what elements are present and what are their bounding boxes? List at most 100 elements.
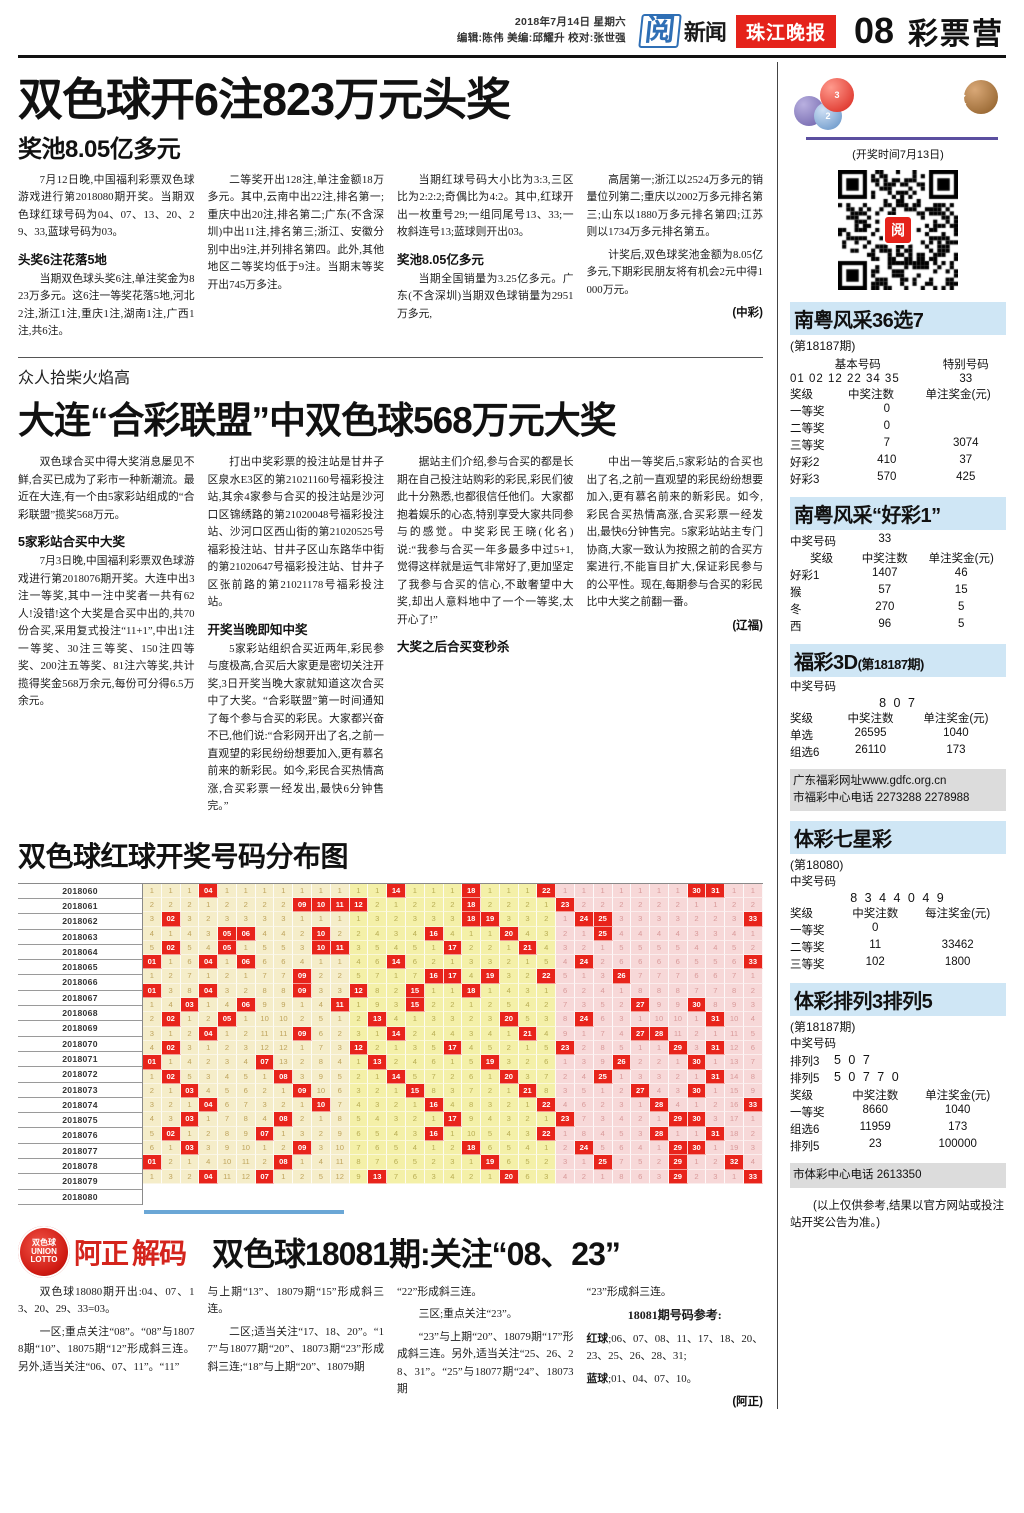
chart-cell: 2 (481, 1083, 500, 1099)
pailie-winning-label: 中奖号码 (790, 1037, 836, 1050)
chart-cell-hit: 29 (668, 1112, 688, 1127)
chart-row: 01 3 8 04 3 2 8 8 09 3 3 12 8 2 15 1 1 18 1 4 3 1 6 2 4 1 8 8 8 7 7 8 2 (143, 983, 763, 999)
chart-cell: 6 (706, 969, 726, 984)
cell-count: 26110 (854, 744, 887, 757)
p5-label: 排列5 (790, 1073, 820, 1086)
chart-cell: 1 (744, 969, 763, 984)
chart-cell-hit: 27 (631, 1083, 651, 1099)
chart-cell-hit: 32 (725, 1155, 744, 1170)
section-header-qixingcai: 体彩七星彩 (790, 821, 1006, 855)
cell-level: 一等奖 (790, 1107, 825, 1120)
table-row: 三等奖 7 3074 (790, 436, 1006, 453)
tc-contact-band: 市体彩中心电话 2613350 (790, 1162, 1006, 1188)
cell-prize: 1040 (943, 727, 969, 740)
chart-cell: 6 (368, 1141, 388, 1156)
chart-cell: 1 (161, 955, 181, 970)
chart-cell-hit: 18 (462, 883, 482, 898)
chart-cell-hit: 04 (199, 1026, 219, 1041)
chart-cell: 2 (424, 998, 444, 1013)
chart-cell: 3 (255, 1098, 275, 1113)
chart-cell-hit: 30 (687, 883, 707, 898)
chart-cell: 4 (631, 1141, 651, 1156)
chart-cell: 2 (744, 983, 763, 999)
chart-cell-hit: 16 (424, 926, 444, 941)
chart-cell-hit: 15 (405, 998, 425, 1013)
azheng-col-1: 双色球18080期开出:04、07、13、20、29、33=03。 一区;重点关… (18, 1284, 195, 1409)
chart-cell: 3 (443, 1155, 463, 1170)
chart-cell: 5 (556, 969, 575, 984)
chart-cell: 1 (537, 1112, 557, 1127)
chart-cell: 6 (631, 1169, 651, 1184)
story2-sub-2: 开奖当晚即知中奖 (207, 622, 308, 637)
chart-cell: 1 (199, 897, 219, 913)
chart-cell: 1 (481, 926, 500, 941)
chart-cell-hit: 30 (687, 1141, 707, 1156)
chart-cell: 1 (518, 883, 538, 898)
chart-cell: 1 (462, 998, 482, 1013)
chart-cell-hit: 18 (462, 1141, 482, 1156)
table-row: 奖级 中奖注数 单注奖金(元) (790, 549, 1006, 566)
chart-cell-hit: 19 (481, 969, 500, 984)
chart-cell: 1 (424, 940, 444, 956)
chart-cell: 1 (330, 883, 350, 898)
chart-cell: 3 (537, 1169, 557, 1184)
table-pailie-numbers: 排列3 5 0 7 排列5 5 0 7 7 0 (790, 1053, 1006, 1087)
chart-cell: 1 (236, 969, 256, 984)
chart-cell: 5 (631, 940, 651, 956)
chart-cell: 4 (312, 1155, 331, 1170)
chart-cell: 8 (368, 983, 388, 999)
chart-cell: 2 (499, 897, 519, 913)
chart-cell: 1 (499, 1026, 519, 1041)
chart-cell-hit: 18 (462, 983, 482, 999)
chart-cell: 1 (161, 883, 181, 898)
chart-cell: 2 (293, 926, 313, 941)
story2-headline: 大连“合彩联盟”中双色球568万元大奖 (18, 400, 617, 442)
chart-cell: 1 (143, 883, 162, 898)
chart-period-label: 2018060 (18, 884, 142, 899)
chart-cell: 4 (499, 1126, 519, 1142)
chart-cell: 4 (199, 940, 219, 956)
chart-cell: 4 (443, 1169, 463, 1184)
chart-cell: 12 (274, 1040, 294, 1056)
chart-cell: 1 (650, 1112, 669, 1127)
chart-cell: 5 (593, 998, 613, 1013)
th-level: 奖级 (790, 908, 813, 921)
chart-cell: 7 (631, 969, 651, 984)
chart-cell-hit: 14 (387, 883, 406, 898)
distribution-chart: 2018060 2018061 2018062 2018063 2018064 20180… (18, 882, 763, 1205)
lead-sub-3: 奖池8.05亿多元 (397, 252, 484, 267)
chart-cell: 10 (650, 1012, 669, 1027)
chart-cell: 3 (518, 1069, 538, 1084)
chart-footer-spacer (18, 1204, 763, 1210)
chart-cell: 1 (687, 897, 707, 913)
logo-underline (806, 137, 998, 140)
gdfc-url: 广东福彩网址www.gdfc.org.cn (793, 774, 947, 787)
chart-cell: 5 (405, 1069, 425, 1084)
chart-cell: 3 (499, 912, 519, 927)
chart-cell: 11 (725, 1026, 744, 1041)
chart-cell: 1 (312, 955, 331, 970)
chart-cell: 5 (368, 940, 388, 956)
chart-cell: 1 (274, 1169, 294, 1184)
chart-cell: 2 (668, 897, 688, 913)
chart-cell: 12 (725, 1040, 744, 1056)
cell-level: 西 (790, 620, 802, 633)
chart-cell: 9 (330, 1126, 350, 1142)
chart-cell-hit: 01 (143, 1055, 162, 1070)
chart-cell-hit: 23 (556, 897, 575, 913)
chart-cell: 1 (443, 1126, 463, 1142)
chart-cell: 2 (725, 897, 744, 913)
chart-cell: 4 (387, 1012, 406, 1027)
chart-cell: 2 (274, 897, 294, 913)
chart-cell: 4 (368, 1112, 388, 1127)
chart-cell-hit: 10 (312, 926, 331, 941)
chart-cell: 7 (612, 1155, 632, 1170)
chart-cell-hit: 07 (255, 1055, 275, 1070)
th-prize: 每注奖金(元) (925, 908, 991, 921)
table-row: 组选6 26110 173 (790, 744, 1006, 761)
masthead-logo: 阅 新闻 珠江晚报 08 彩票营 (638, 9, 1004, 53)
th-count: 中奖注数 (847, 713, 894, 726)
qr-code[interactable]: 阅 (838, 170, 958, 290)
chart-cell-hit: 24 (574, 912, 594, 927)
chart-cell: 1 (405, 883, 425, 898)
